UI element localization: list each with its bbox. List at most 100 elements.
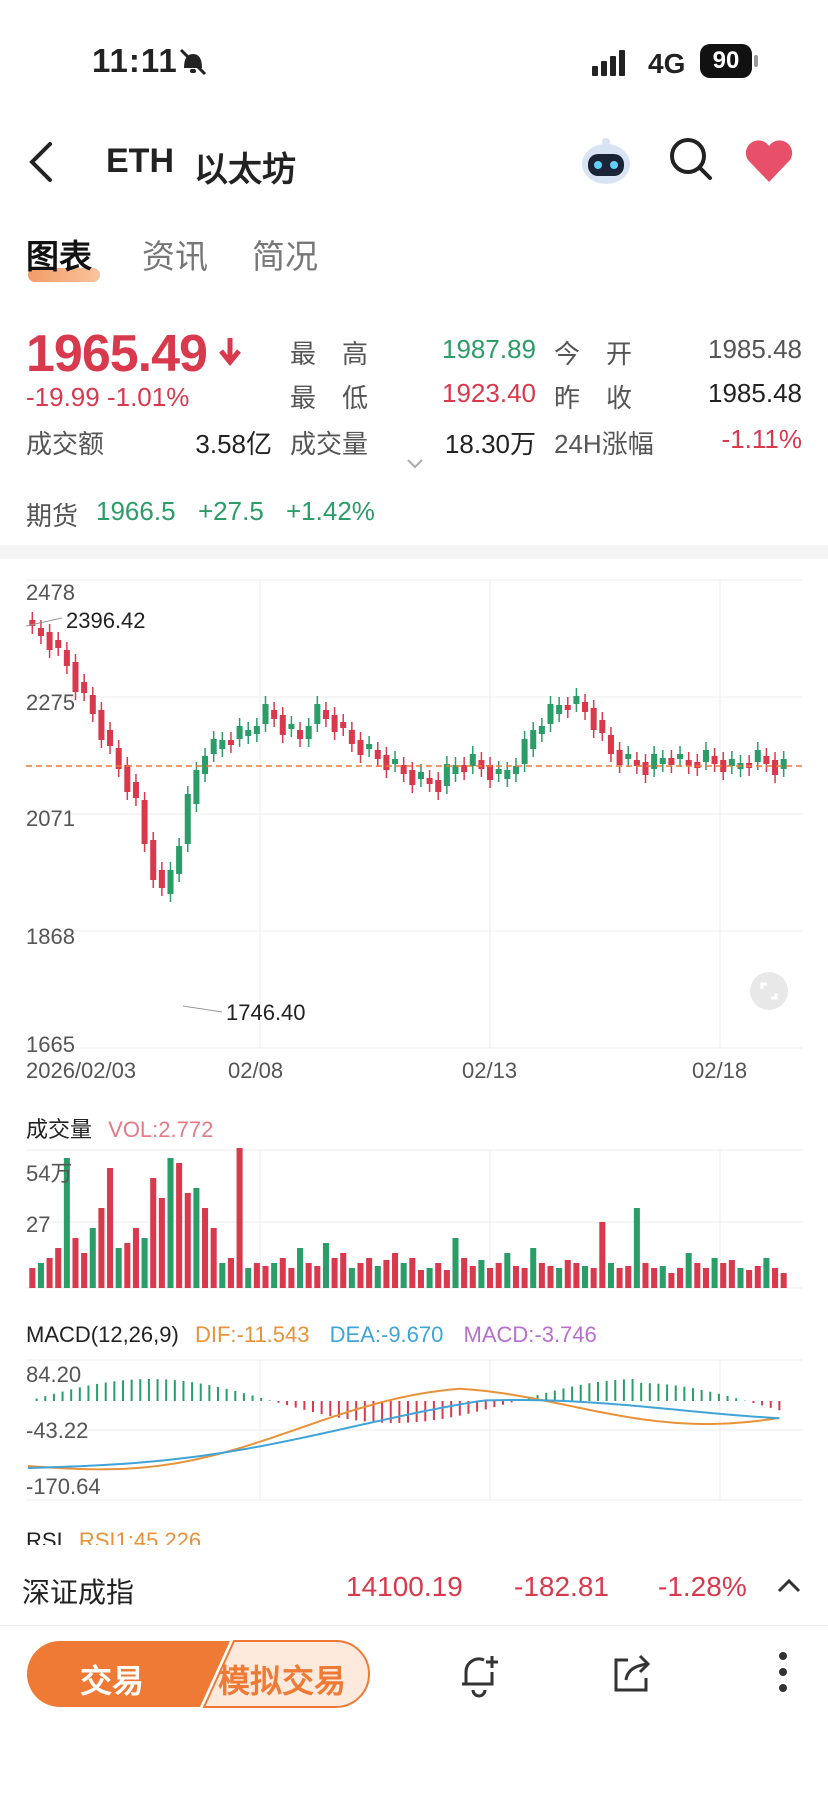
back-icon[interactable] [22, 140, 62, 184]
volume-bar [564, 1260, 571, 1288]
more-icon[interactable] [776, 1650, 790, 1694]
candle-body [305, 726, 312, 739]
candle-body [210, 739, 217, 754]
candle-body [677, 754, 684, 759]
fullscreen-icon[interactable] [750, 972, 788, 1010]
candle-body [547, 704, 554, 724]
candle-body [556, 705, 563, 714]
index-ticker[interactable]: 深证成指 14100.19 -182.81 -1.28% [0, 1545, 828, 1625]
candle-body [772, 760, 779, 775]
tab-bar: 图表 资讯 简况 [0, 230, 828, 300]
volume-bar [417, 1270, 424, 1288]
candle-body [193, 770, 200, 804]
candle-body [495, 769, 502, 774]
y-tick-3: 1868 [26, 924, 75, 949]
symbol-title: ETH [106, 142, 174, 180]
bell-add-icon[interactable] [458, 1652, 500, 1698]
high-label: 最 高 [290, 339, 369, 369]
volume-bar [141, 1238, 148, 1288]
volume-bar [279, 1258, 286, 1288]
volume-bar [167, 1158, 174, 1288]
prev-close-value: 1985.48 [708, 378, 802, 408]
volume-bar [202, 1208, 209, 1288]
volume-bar [573, 1263, 580, 1288]
candle-body [107, 730, 114, 746]
volume-bar [556, 1268, 563, 1288]
share-icon[interactable] [612, 1652, 652, 1694]
candle-body [400, 765, 407, 774]
last-price: 1965.49 [26, 325, 208, 383]
macd-panel-header: MACD(12,26,9) DIF:-11.543 DEA:-9.670 MAC… [26, 1322, 597, 1348]
volume-bar [297, 1248, 304, 1288]
volume-bar [651, 1268, 658, 1288]
volume-bar [253, 1263, 260, 1288]
macd-chart[interactable] [0, 1356, 828, 1504]
quote-panel: 1965.49 -19.99 -1.01% 成交额 3.58亿 最 高 1987… [0, 320, 828, 540]
volume-bar [711, 1258, 718, 1288]
volume-bar [590, 1268, 597, 1288]
tab-news[interactable]: 资讯 [142, 238, 208, 275]
futures-change-pct: +1.42% [286, 496, 375, 526]
candle-body [443, 764, 450, 786]
volume-bar [245, 1268, 252, 1288]
candle-body [461, 765, 468, 772]
vol-value: VOL:2.772 [108, 1117, 214, 1142]
candle-body [512, 766, 519, 774]
section-divider [0, 545, 828, 559]
expand-chevron-icon[interactable] [406, 458, 424, 470]
volume-bar [702, 1268, 709, 1288]
low-label: 最 低 [290, 383, 369, 413]
volume-chart[interactable] [0, 1146, 828, 1296]
candle-body [607, 735, 614, 754]
candle-body [72, 662, 79, 692]
volume-bar [495, 1263, 502, 1288]
macd-y-tick-0: 84.20 [26, 1362, 82, 1387]
sim-trade-button[interactable]: 模拟交易 [218, 1663, 347, 1699]
candle-body [469, 754, 476, 766]
candle-body [573, 696, 580, 704]
volume-bar [409, 1258, 416, 1288]
signal-icon [592, 50, 625, 76]
candle-body [357, 740, 364, 755]
status-bar: 11:11 4G 90 [0, 0, 828, 120]
volume-bar [176, 1163, 183, 1288]
volume-bar [746, 1270, 753, 1288]
volume-bar [582, 1266, 589, 1288]
candle-body [409, 770, 416, 785]
x-tick-1: 02/08 [228, 1058, 284, 1083]
tab-chart[interactable]: 图表 [26, 238, 92, 275]
nav-header: ETH 以太坊 [0, 120, 828, 230]
status-time: 11:11 [92, 42, 178, 79]
volume-bar [504, 1253, 511, 1288]
volume-bar [737, 1268, 744, 1288]
candle-body [262, 704, 269, 724]
candle-body [366, 744, 373, 749]
candle-body [711, 756, 718, 764]
dif-line [27, 1387, 780, 1471]
heart-icon[interactable] [744, 138, 794, 184]
futures-label: 期货 [26, 501, 79, 531]
chevron-up-icon[interactable] [776, 1577, 802, 1595]
mute-bell-icon [179, 48, 207, 76]
high-value: 1987.89 [442, 334, 536, 364]
volume-bar [227, 1258, 234, 1288]
volume-bar [132, 1228, 139, 1288]
x-tick-2: 02/13 [462, 1058, 518, 1083]
volume-bar [547, 1266, 554, 1288]
volume-bar [530, 1248, 537, 1288]
candle-body [538, 726, 545, 734]
trade-button[interactable]: 交易 [80, 1663, 145, 1699]
candle-body [720, 760, 727, 772]
search-icon[interactable] [668, 136, 714, 184]
candlestick-chart[interactable] [0, 570, 828, 1070]
macd-title: MACD(12,26,9) [26, 1322, 179, 1347]
volume-bar [210, 1228, 217, 1288]
max-leader [25, 617, 63, 627]
ticker-change: -182.81 [514, 1571, 609, 1602]
tab-overview[interactable]: 简况 [252, 238, 318, 275]
ticker-change-pct: -1.28% [658, 1571, 747, 1602]
candle-body [89, 695, 96, 714]
robot-icon[interactable] [578, 134, 634, 188]
min-price-label: 1746.40 [226, 1000, 306, 1025]
volume-bar [81, 1253, 88, 1288]
